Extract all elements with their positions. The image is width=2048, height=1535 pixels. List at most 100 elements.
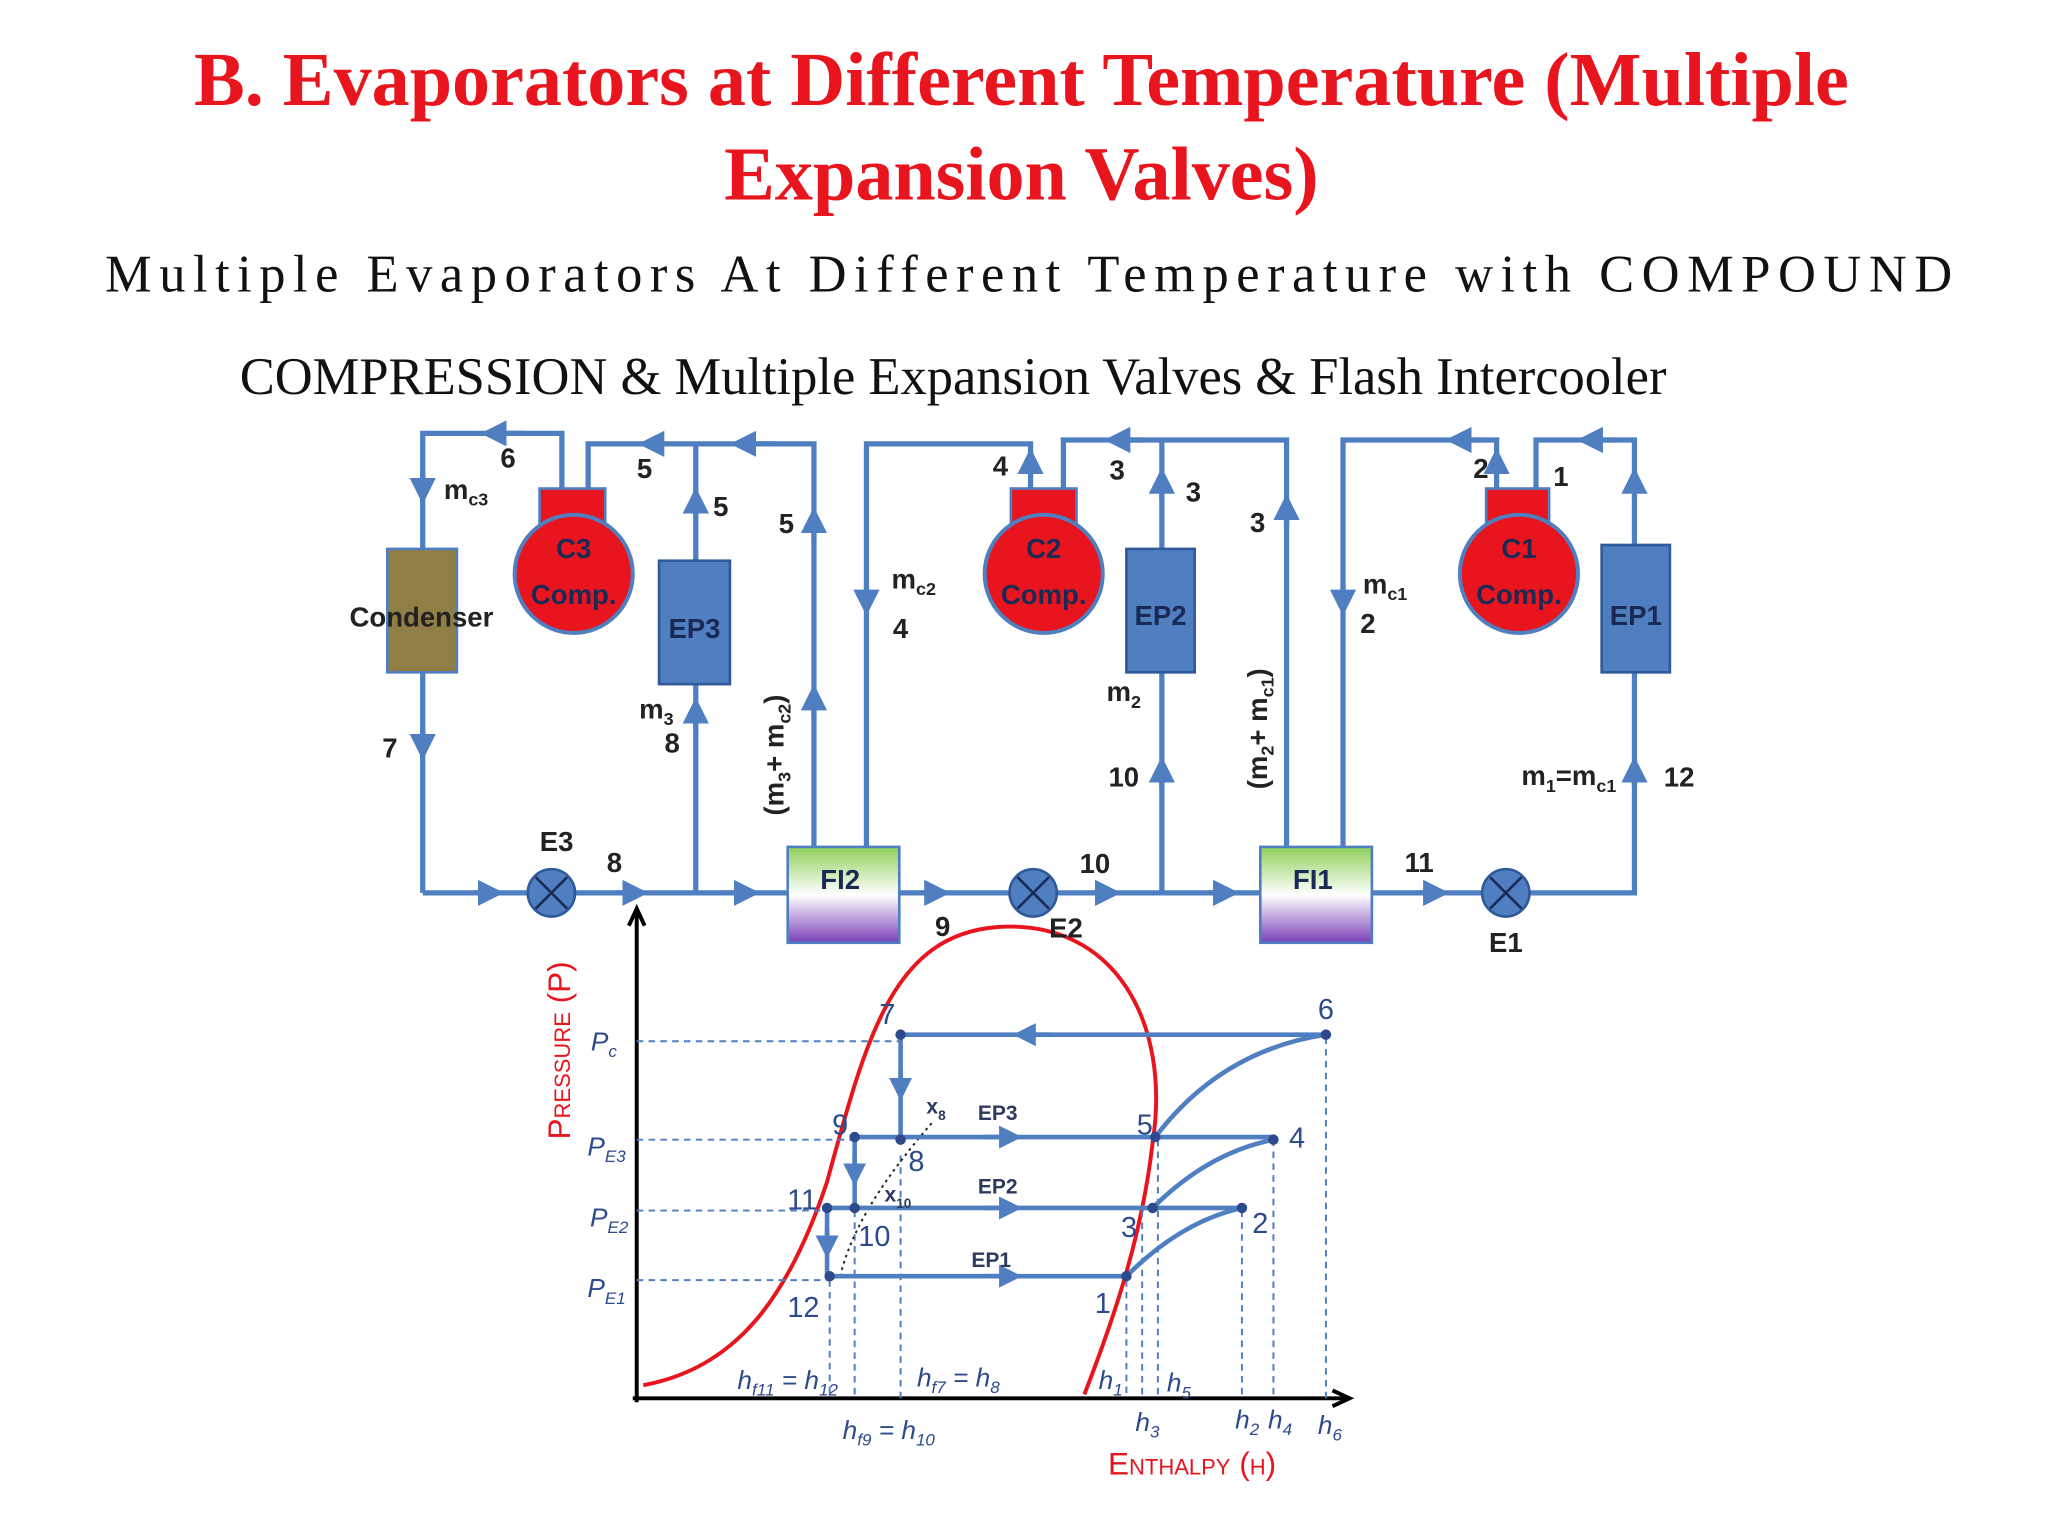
text-part: P: [587, 1273, 605, 1303]
subscript: c1: [1257, 677, 1277, 697]
state-point-label: 10: [858, 1221, 890, 1253]
subscript: 2: [1131, 692, 1141, 712]
state-point-label: 5: [1137, 1109, 1153, 1141]
subscript: c: [608, 1042, 617, 1061]
component-label: EP2: [1134, 600, 1186, 631]
state-label: 8: [607, 847, 622, 878]
subscript: 4: [1283, 1420, 1292, 1439]
state-label: 7: [382, 733, 397, 764]
state-label: 5: [779, 508, 794, 539]
flow-label: (m3+ mc2): [759, 695, 795, 816]
subscript: E3: [605, 1147, 626, 1166]
subscript: E1: [605, 1289, 626, 1308]
component-label: C1: [1501, 533, 1536, 564]
text-part: m: [1521, 760, 1546, 791]
state-point-label: 6: [1318, 994, 1334, 1026]
subscript: 10: [916, 1431, 935, 1450]
component-label: Comp.: [531, 579, 617, 610]
evaporator-label: EP3: [978, 1102, 1018, 1125]
enthalpy-label: h6: [1318, 1410, 1343, 1445]
text-part: P: [590, 1202, 608, 1232]
subtitle: Multiple Evaporators At Different Temper…: [105, 246, 1952, 304]
flow-label: mc1: [1363, 569, 1407, 605]
subscript: c1: [1387, 584, 1407, 604]
subscript: 2: [1257, 746, 1277, 756]
enthalpy-label: hf9 = h10: [843, 1415, 936, 1450]
subscript: 1: [1113, 1381, 1122, 1400]
enthalpy-label: h3: [1135, 1407, 1160, 1442]
text-part: =m: [1556, 760, 1597, 791]
enthalpy-label: h5: [1167, 1368, 1192, 1403]
subscript: c3: [468, 490, 488, 510]
enthalpy-label: h2: [1235, 1405, 1260, 1440]
state-label: 3: [1110, 454, 1125, 485]
state-label: 1: [1553, 461, 1568, 492]
title: Expansion Valves): [724, 133, 1318, 217]
component-label: C2: [1026, 533, 1061, 564]
subscript: c1: [1596, 776, 1616, 796]
pressure-level: Pc: [591, 1026, 618, 1061]
state-label: 4: [893, 613, 909, 644]
text-part: ): [1242, 668, 1273, 677]
text-part: P: [591, 1026, 609, 1056]
subscript: 8: [990, 1378, 1000, 1397]
state-point-label: 9: [832, 1109, 848, 1141]
pressure-level: PE2: [590, 1202, 629, 1237]
text-part: h: [1099, 1365, 1114, 1395]
component-label: E1: [1489, 927, 1523, 958]
subscript: f7: [932, 1378, 947, 1397]
component-label: FI1: [1293, 864, 1333, 895]
subscript: c2: [916, 579, 936, 599]
state-point-label: 7: [879, 999, 895, 1031]
text-part: + m: [1242, 697, 1273, 745]
text-part: m: [639, 693, 664, 724]
text-part: h: [1318, 1410, 1333, 1440]
component-label: C3: [556, 533, 591, 564]
text-part: m: [1363, 569, 1388, 600]
text-part: x: [926, 1095, 938, 1118]
subscript: f11: [752, 1381, 774, 1400]
pressure-level: PE3: [587, 1131, 626, 1166]
text-part: h: [1268, 1405, 1283, 1435]
subscript: E2: [607, 1218, 628, 1237]
component-label: Comp.: [1476, 579, 1562, 610]
state-label: 12: [1664, 762, 1695, 793]
state-label: 5: [713, 491, 728, 522]
state-label: 10: [1108, 762, 1139, 793]
state-point-label: 12: [787, 1292, 819, 1324]
evaporator-label: EP2: [978, 1176, 1018, 1199]
state-label: 10: [1080, 848, 1111, 879]
ph-diagram-lines: [627, 903, 1355, 1408]
state-label: 6: [500, 443, 515, 474]
component-label: FI2: [820, 864, 860, 895]
title: B. Evaporators at Different Temperature …: [194, 38, 1849, 122]
quality-label: x10: [885, 1183, 912, 1211]
component-label: EP3: [668, 613, 720, 644]
component-label: Condenser: [349, 601, 493, 632]
text-part: h: [1135, 1407, 1150, 1437]
text-part: h: [843, 1415, 858, 1445]
state-point-label: 8: [908, 1146, 924, 1178]
flow-label: m3: [639, 693, 674, 729]
text-part: h: [1167, 1368, 1182, 1398]
component-label: E3: [540, 826, 574, 857]
text-part: (m: [759, 782, 790, 816]
subscript: 6: [1332, 1425, 1342, 1444]
schematic-components: [385, 487, 1672, 945]
text-part: h: [1235, 1405, 1250, 1435]
enthalpy-label: hf7 = h8: [917, 1362, 1000, 1397]
text-part: m: [892, 563, 917, 594]
enthalpy-label: h4: [1268, 1405, 1292, 1440]
state-label: 2: [1360, 608, 1375, 639]
text-part: m: [1107, 676, 1132, 707]
subscript: 3: [774, 772, 794, 782]
flow-label: (m2+ mc1): [1242, 668, 1278, 789]
subtitle: COMPRESSION & Multiple Expansion Valves …: [240, 348, 1667, 406]
quality-label: x8: [926, 1095, 946, 1123]
text-part: + m: [759, 724, 790, 772]
state-label: 2: [1473, 453, 1488, 484]
evaporator-label: EP1: [971, 1249, 1011, 1272]
state-label: 8: [665, 727, 680, 758]
x-axis-title: Enthalpy (h): [1108, 1445, 1276, 1481]
text-part: = h: [774, 1365, 819, 1395]
